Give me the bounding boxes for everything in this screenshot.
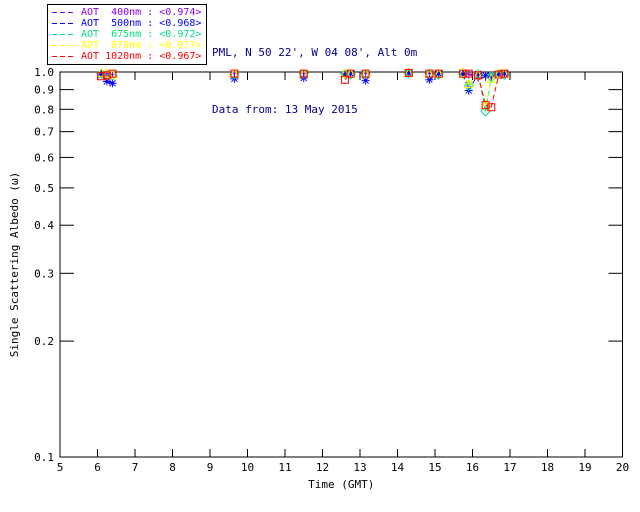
legend-box: AOT 400nm : <0.974> AOT 500nm : <0.968> AO… xyxy=(47,4,208,65)
y-tick-label: 0.7 xyxy=(34,126,54,139)
y-tick-label: 0.4 xyxy=(34,219,54,232)
marker-aot-870nm xyxy=(486,73,497,83)
marker-aot-500nm xyxy=(487,72,496,81)
legend-label-aot-870nm: AOT 870nm : <0.977> xyxy=(81,40,202,51)
marker-aot-500nm xyxy=(346,69,355,78)
marker-aot-675nm xyxy=(480,106,491,117)
x-tick-label: 7 xyxy=(132,461,139,474)
marker-aot-500nm xyxy=(102,77,111,86)
legend-dash-sample-aot-500nm xyxy=(52,23,76,24)
marker-aot-1020nm xyxy=(487,103,496,112)
y-axis-title: Single Scattering Albedo (ω) xyxy=(8,172,21,357)
legend-entry-aot-675nm: AOT 675nm : <0.972> xyxy=(51,29,201,40)
marker-aot-1020nm xyxy=(230,69,239,78)
marker-aot-500nm xyxy=(425,75,434,84)
marker-aot-500nm xyxy=(361,76,370,85)
legend-dash-sample-aot-400nm xyxy=(52,12,76,13)
marker-aot-870nm xyxy=(463,78,474,89)
marker-aot-1020nm xyxy=(481,101,490,110)
x-tick-label: 19 xyxy=(578,461,591,474)
legend-label-aot-1020nm: AOT 1020nm : <0.967> xyxy=(81,51,202,62)
x-tick-label: 11 xyxy=(278,461,291,474)
marker-aot-1020nm xyxy=(464,69,473,78)
site-info-line: PML, N 50 22', W 04 08', Alt 0m xyxy=(212,46,418,59)
y-tick-label: 0.3 xyxy=(34,267,54,280)
legend-dash-sample-aot-675nm xyxy=(52,34,76,35)
marker-aot-500nm xyxy=(494,70,503,79)
legend-label-aot-675nm: AOT 675nm : <0.972> xyxy=(81,29,202,40)
x-tick-label: 12 xyxy=(316,461,329,474)
marker-aot-500nm xyxy=(97,70,106,79)
x-tick-label: 14 xyxy=(391,461,405,474)
marker-aot-1020nm xyxy=(299,69,308,78)
marker-aot-675nm xyxy=(463,80,474,92)
marker-aot-1020nm xyxy=(474,71,483,80)
y-tick-label: 0.9 xyxy=(34,84,54,97)
marker-aot-1020nm xyxy=(108,69,117,78)
y-tick-label: 0.8 xyxy=(34,103,54,116)
plot-header: PML, N 50 22', W 04 08', Alt 0m Data fro… xyxy=(212,5,417,157)
marker-aot-1020nm xyxy=(404,68,413,77)
x-tick-label: 5 xyxy=(57,461,64,474)
x-tick-label: 17 xyxy=(503,461,516,474)
x-axis-title: Time (GMT) xyxy=(308,478,374,491)
y-tick-label: 0.6 xyxy=(34,151,54,164)
x-tick-label: 13 xyxy=(353,461,366,474)
marker-aot-500nm xyxy=(481,71,490,80)
legend-entry-aot-1020nm: AOT 1020nm : <0.967> xyxy=(51,51,201,62)
marker-aot-1020nm xyxy=(494,70,503,79)
marker-aot-500nm xyxy=(434,69,443,78)
marker-aot-1020nm xyxy=(346,69,355,78)
marker-aot-500nm xyxy=(108,79,117,88)
marker-aot-500nm xyxy=(341,70,349,79)
x-tick-label: 6 xyxy=(94,461,101,474)
x-tick-label: 9 xyxy=(207,461,214,474)
marker-aot-500nm xyxy=(500,69,509,78)
date-line: Data from: 13 May 2015 xyxy=(212,103,358,116)
marker-aot-1020nm xyxy=(500,69,509,78)
marker-aot-675nm xyxy=(486,71,497,83)
x-tick-label: 16 xyxy=(466,461,479,474)
y-tick-label: 0.2 xyxy=(34,335,54,348)
x-tick-label: 10 xyxy=(241,461,254,474)
legend-dash-sample-aot-1020nm xyxy=(52,56,76,57)
y-tick-label: 0.5 xyxy=(34,182,54,195)
legend-dash-sample-aot-870nm xyxy=(52,45,76,46)
marker-aot-500nm xyxy=(459,70,468,79)
y-tick-label: 0.1 xyxy=(34,451,54,464)
marker-aot-500nm xyxy=(474,69,483,78)
y-tick-label: 1.0 xyxy=(34,66,54,79)
legend-label-aot-500nm: AOT 500nm : <0.968> xyxy=(81,18,202,29)
marker-aot-1020nm xyxy=(361,69,370,78)
x-tick-label: 15 xyxy=(428,461,441,474)
legend-entry-aot-870nm: AOT 870nm : <0.977> xyxy=(51,40,201,51)
marker-aot-1020nm xyxy=(97,72,106,81)
marker-aot-1020nm xyxy=(425,69,434,78)
x-tick-label: 18 xyxy=(541,461,554,474)
marker-aot-1020nm xyxy=(102,71,111,80)
marker-aot-500nm xyxy=(404,68,413,77)
legend-label-aot-400nm: AOT 400nm : <0.974> xyxy=(81,7,202,18)
marker-aot-1020nm xyxy=(434,69,443,78)
legend-entry-aot-500nm: AOT 500nm : <0.968> xyxy=(51,18,201,29)
x-tick-label: 20 xyxy=(616,461,629,474)
x-tick-label: 8 xyxy=(169,461,176,474)
marker-aot-1020nm xyxy=(341,75,349,84)
plot-box xyxy=(59,71,623,458)
legend-entry-aot-400nm: AOT 400nm : <0.974> xyxy=(51,7,201,18)
